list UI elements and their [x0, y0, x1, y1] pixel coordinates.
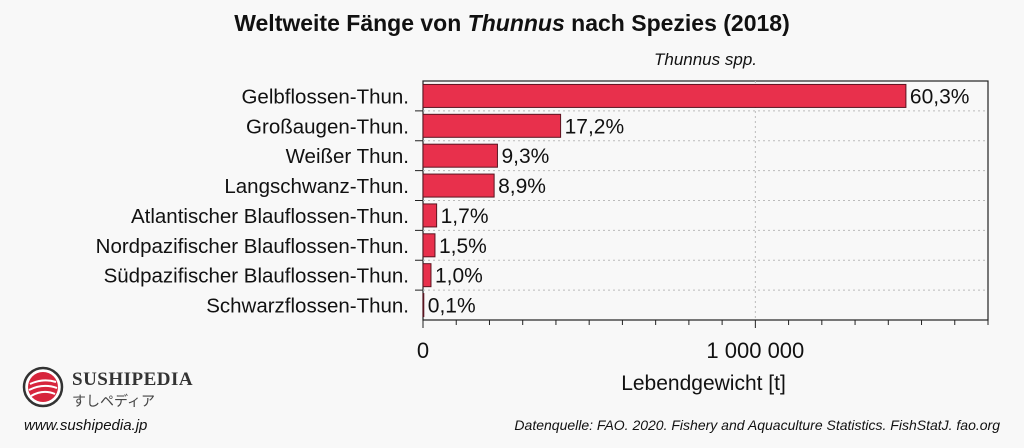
- data-label: 9,3%: [501, 145, 549, 168]
- bar: [422, 83, 907, 108]
- category-label: Atlantischer Blauflossen-Thun.: [131, 205, 409, 228]
- data-label: 60,3%: [910, 85, 970, 108]
- x-tick-label: 0: [417, 338, 429, 363]
- bar: [422, 143, 498, 168]
- category-label: Schwarzflossen-Thun.: [206, 295, 409, 318]
- chart-title: Weltweite Fänge von Thunnus nach Spezies…: [0, 10, 1024, 37]
- title-italic: Thunnus: [467, 10, 565, 36]
- x-tick-label: 1 000 000: [706, 338, 804, 363]
- website-url[interactable]: www.sushipedia.jp: [24, 417, 148, 434]
- bar: [422, 263, 432, 288]
- chart-subtitle: Thunnus spp.: [653, 50, 757, 69]
- bar: [422, 293, 425, 318]
- bar: [422, 113, 562, 138]
- category-label: Nordpazifischer Blauflossen-Thun.: [96, 235, 409, 258]
- sushipedia-logo-icon: [22, 366, 64, 408]
- data-label: 8,9%: [498, 175, 546, 198]
- category-label: Gelbflossen-Thun.: [241, 85, 409, 108]
- category-label: Großaugen-Thun.: [246, 115, 409, 138]
- bar: [422, 233, 436, 258]
- data-label: 1,7%: [441, 205, 489, 228]
- category-label: Langschwanz-Thun.: [224, 175, 409, 198]
- data-label: 0,1%: [428, 295, 476, 318]
- title-part: nach Spezies (2018): [564, 10, 790, 36]
- data-label: 1,5%: [439, 235, 487, 258]
- data-label: 1,0%: [435, 265, 483, 288]
- data-label: 17,2%: [565, 115, 625, 138]
- bar: [422, 203, 438, 228]
- data-source: Datenquelle: FAO. 2020. Fishery and Aqua…: [514, 417, 1000, 433]
- bar: [422, 173, 495, 198]
- category-label: Weißer Thun.: [286, 145, 409, 168]
- title-part: Weltweite Fänge von: [234, 10, 468, 36]
- category-label: Südpazifischer Blauflossen-Thun.: [104, 265, 409, 288]
- x-axis-label: Lebendgewicht [t]: [621, 372, 786, 395]
- brand-name-jp: すしペディア: [72, 393, 156, 409]
- brand-name: Sushipedia: [72, 369, 194, 390]
